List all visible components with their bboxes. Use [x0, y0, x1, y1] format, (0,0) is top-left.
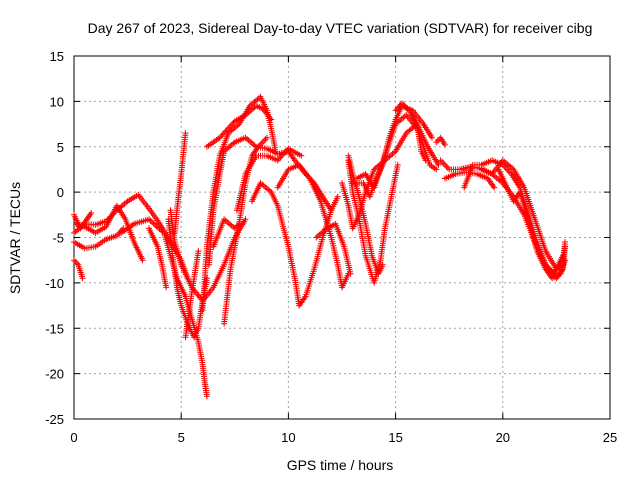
series-track-18 — [249, 180, 341, 309]
series-track-7 — [146, 225, 170, 291]
series-markers — [345, 157, 401, 286]
series-markers — [171, 130, 189, 236]
series-track-17 — [233, 145, 305, 214]
x-tick-label: 20 — [496, 430, 510, 445]
series-markers — [274, 161, 352, 291]
series-markers — [221, 134, 270, 327]
x-tick-label: 0 — [70, 430, 77, 445]
data-series — [71, 93, 568, 400]
x-tick-label: 5 — [178, 430, 185, 445]
y-tick-label: 0 — [57, 185, 64, 200]
series-track-26 — [392, 100, 429, 164]
series-markers — [71, 257, 86, 282]
series-markers — [392, 100, 429, 164]
series-markers — [210, 216, 243, 250]
series-markers — [249, 180, 341, 309]
series-markers — [433, 134, 448, 148]
series-track-32 — [495, 166, 568, 282]
series-track-16 — [221, 134, 270, 327]
series-track-10 — [171, 130, 189, 236]
series-markers — [73, 202, 146, 264]
series-markers — [203, 102, 275, 150]
series-track-15 — [203, 102, 275, 150]
series-track-23 — [345, 157, 401, 286]
series-markers — [461, 157, 566, 277]
x-axis: 0 5 10 15 20 25 — [70, 56, 617, 445]
y-tick-label: 15 — [50, 49, 64, 64]
x-tick-label: 15 — [388, 430, 402, 445]
series-track-30 — [461, 157, 566, 277]
x-tick-label: 25 — [603, 430, 617, 445]
series-track-12 — [199, 93, 279, 314]
series-track-5 — [73, 202, 146, 264]
series-track-11 — [182, 248, 202, 341]
series-markers — [495, 166, 568, 282]
chart-title: Day 267 of 2023, Sidereal Day-to-day VTE… — [88, 20, 593, 36]
series-markers — [199, 93, 279, 314]
y-tick-label: -5 — [52, 231, 64, 246]
series-markers — [313, 220, 354, 277]
series-markers — [182, 248, 202, 341]
y-tick-label: -20 — [45, 367, 64, 382]
series-track-20 — [313, 220, 354, 277]
x-axis-label: GPS time / hours — [287, 457, 394, 473]
y-tick-label: -25 — [45, 412, 64, 427]
series-markers — [146, 225, 170, 291]
x-tick-label: 10 — [281, 430, 295, 445]
series-track-19 — [274, 161, 352, 291]
y-tick-label: -10 — [45, 276, 64, 291]
y-axis: -25 -20 -15 -10 -5 0 5 10 15 — [45, 49, 610, 427]
series-markers — [233, 145, 305, 214]
series-track-27 — [433, 134, 448, 148]
y-tick-label: -15 — [45, 321, 64, 336]
y-tick-label: 5 — [57, 140, 64, 155]
y-tick-label: 10 — [50, 94, 64, 109]
y-axis-label: SDTVAR / TECUs — [7, 182, 23, 294]
series-track-14 — [210, 216, 243, 250]
series-track-1 — [71, 257, 86, 282]
